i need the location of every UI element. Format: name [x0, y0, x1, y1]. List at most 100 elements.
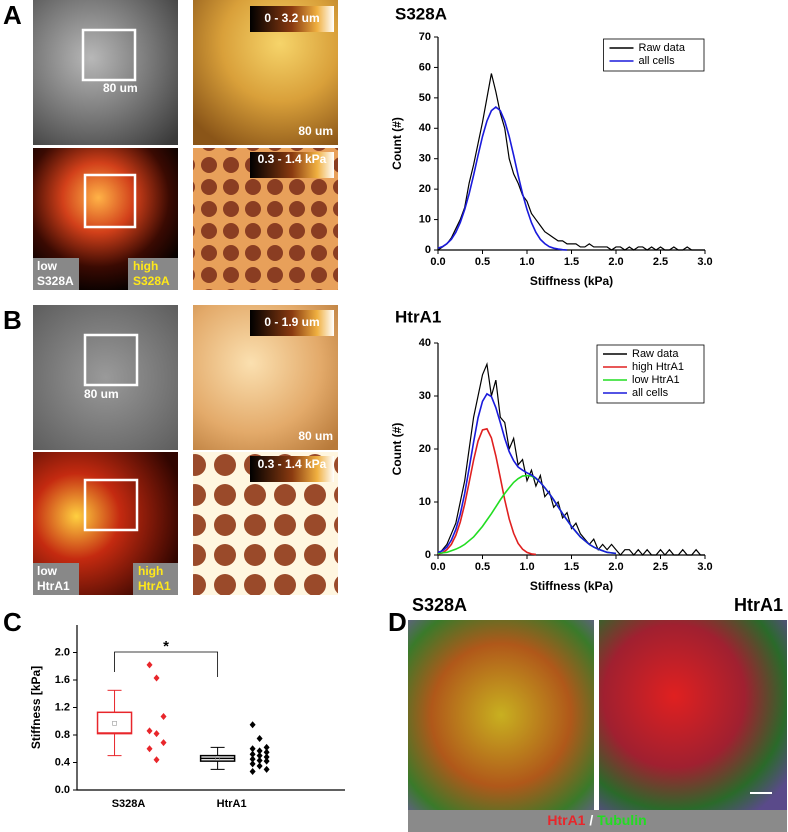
series-line: [437, 361, 705, 556]
high-label: high: [133, 259, 158, 273]
color-bar: [250, 6, 334, 32]
caption-bar: [408, 810, 787, 832]
label-bg: [128, 258, 178, 290]
chart-title: S328A: [395, 4, 447, 23]
data-point: [146, 727, 153, 735]
legend-label: Raw data: [632, 348, 679, 360]
y-tick-label: 10: [419, 496, 431, 508]
brightfield-image: [33, 0, 178, 145]
legend-label: low HtrA1: [632, 374, 680, 386]
y-tick-label: 1.6: [55, 674, 70, 686]
data-point: [146, 661, 153, 669]
x-tick-label: 0.0: [430, 561, 445, 573]
data-point: [249, 750, 256, 758]
y-tick-label: 40: [419, 337, 431, 349]
immunofluorescence-image: [599, 620, 787, 810]
y-tick-label: 0.0: [55, 784, 70, 796]
series-line: [437, 474, 617, 555]
legend-label: high HtrA1: [632, 361, 684, 373]
significance-bracket: [114, 651, 219, 677]
data-point: [160, 712, 167, 720]
scale-label: 80 um: [298, 124, 333, 138]
roi-box: [83, 478, 139, 532]
legend-box: [603, 38, 705, 72]
data-point: [249, 745, 256, 753]
data-point: [263, 757, 270, 765]
caption-red: HtrA1: [547, 812, 585, 828]
roi-box: [83, 333, 139, 387]
scale-label: 80 um: [298, 429, 333, 443]
data-point: [256, 747, 263, 755]
x-tick-label: HtrA1: [217, 798, 247, 810]
y-axis-label: Count (#): [390, 117, 404, 170]
high-label: S328A: [133, 274, 170, 288]
data-point: [256, 752, 263, 760]
x-tick-label: 1.0: [519, 561, 534, 573]
low-label: low: [37, 564, 58, 578]
x-tick-label: 1.5: [564, 561, 579, 573]
colorbar-label: 0 - 1.9 um: [264, 315, 319, 329]
scale-label: 80 um: [84, 387, 119, 401]
data-point: [263, 753, 270, 761]
data-point: [256, 762, 263, 770]
x-tick-label: 2.5: [653, 256, 668, 268]
data-point: [249, 721, 256, 729]
mean: [112, 721, 117, 726]
low-label: S328A: [37, 274, 74, 288]
x-tick-label: 2.0: [608, 256, 623, 268]
roi-box: [83, 173, 137, 229]
x-tick-label: 2.5: [653, 561, 668, 573]
roi-box: [81, 28, 137, 82]
panel-letter: C: [3, 607, 22, 637]
y-tick-label: 30: [419, 390, 431, 402]
x-tick-label: 1.5: [564, 256, 579, 268]
axes: [76, 625, 345, 791]
panel-letter: B: [3, 305, 22, 335]
y-tick-label: 0.8: [55, 729, 70, 741]
data-point: [249, 755, 256, 763]
series-line: [437, 73, 705, 251]
legend-label: Raw data: [639, 42, 686, 54]
mean: [215, 756, 220, 761]
y-tick-label: 20: [419, 183, 431, 195]
color-bar: [250, 310, 334, 336]
x-tick-label: S328A: [112, 798, 146, 810]
x-tick-label: 0.0: [430, 256, 445, 268]
image-title: S328A: [412, 595, 467, 615]
legend-label: all cells: [639, 55, 676, 67]
x-axis-label: Stiffness (kPa): [530, 579, 613, 593]
series-line: [437, 105, 568, 251]
immunofluorescence-image: [408, 620, 594, 810]
colorbar-label: 0.3 - 1.4 kPa: [258, 457, 327, 471]
color-bar: [250, 456, 334, 482]
panel-letter: A: [3, 0, 22, 30]
image-title: HtrA1: [734, 595, 783, 615]
x-tick-label: 3.0: [697, 561, 712, 573]
data-point: [146, 745, 153, 753]
series-line: [437, 392, 617, 555]
low-label: low: [37, 259, 58, 273]
data-point: [256, 756, 263, 764]
caption-sep: /: [585, 812, 597, 828]
data-point: [249, 767, 256, 775]
x-tick-label: 1.0: [519, 256, 534, 268]
brightfield-image: [33, 305, 178, 450]
series-line: [437, 427, 536, 556]
y-tick-label: 50: [419, 92, 431, 104]
caption: HtrA1 / Tubulin: [547, 812, 646, 828]
y-tick-label: 0: [425, 244, 431, 256]
box: [96, 711, 133, 735]
y-axis-label: Count (#): [390, 423, 404, 476]
high-label: high: [138, 564, 163, 578]
data-point: [153, 674, 160, 682]
y-tick-label: 2.0: [55, 646, 70, 658]
y-axis-label: Stiffness [kPa]: [29, 666, 43, 749]
y-tick-label: 30: [419, 153, 431, 165]
high-label: HtrA1: [138, 579, 171, 593]
data-point: [263, 748, 270, 756]
y-tick-label: 10: [419, 213, 431, 225]
label-bg: [33, 563, 79, 595]
caption-green: Tubulin: [597, 812, 647, 828]
y-tick-label: 0: [425, 549, 431, 561]
